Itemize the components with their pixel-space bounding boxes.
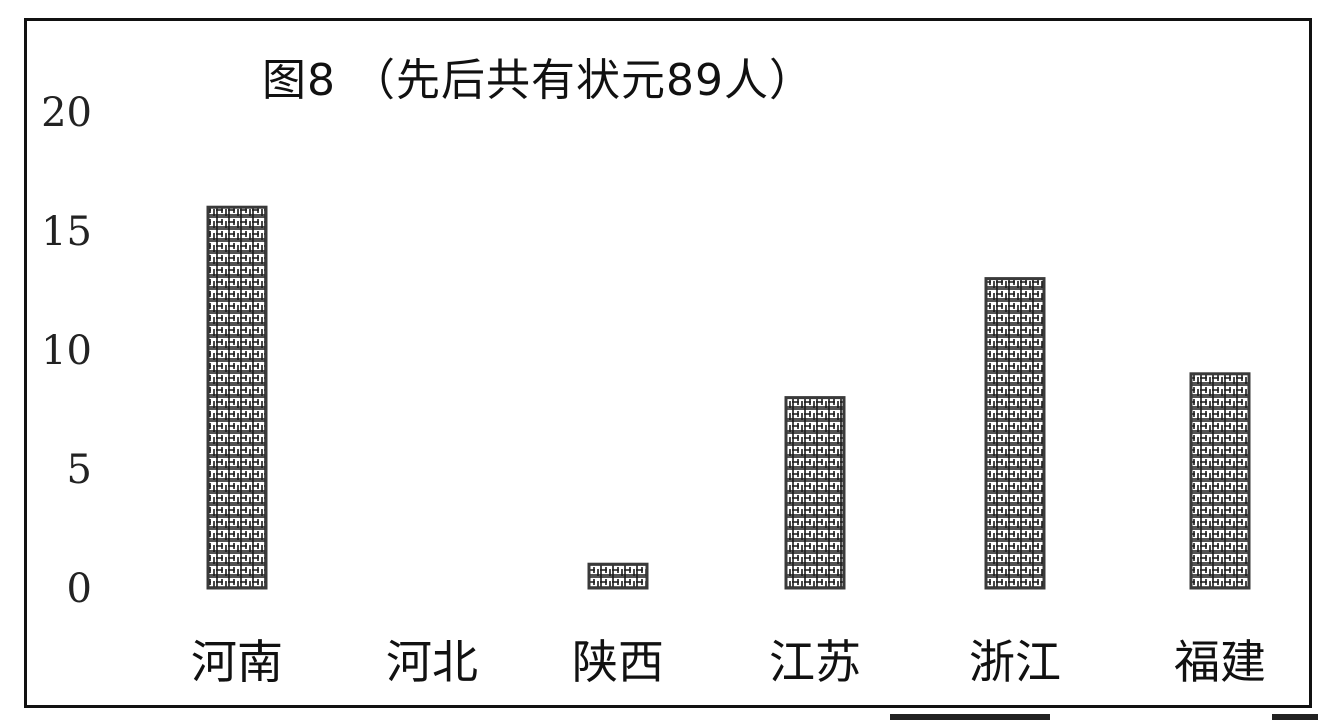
scan-artifact	[890, 714, 1050, 720]
y-tick-label: 0	[67, 566, 92, 612]
x-category-label: 江苏	[769, 635, 861, 689]
bar	[587, 562, 649, 590]
y-tick-label: 5	[67, 447, 92, 493]
bar	[984, 277, 1046, 590]
scan-artifact	[1272, 714, 1318, 720]
x-category-label: 河南	[191, 635, 283, 689]
x-category-label: 浙江	[969, 635, 1061, 689]
bar	[1189, 372, 1251, 590]
x-category-label: 福建	[1174, 635, 1266, 689]
y-tick-label: 20	[41, 90, 92, 136]
bar	[784, 396, 846, 590]
bar	[206, 205, 268, 590]
chart-title: 图8 （先后共有状元89人）	[262, 55, 814, 106]
x-category-label: 河北	[386, 635, 478, 689]
y-tick-label: 10	[41, 328, 92, 374]
x-category-label: 陕西	[572, 635, 664, 689]
y-tick-label: 15	[41, 209, 92, 255]
